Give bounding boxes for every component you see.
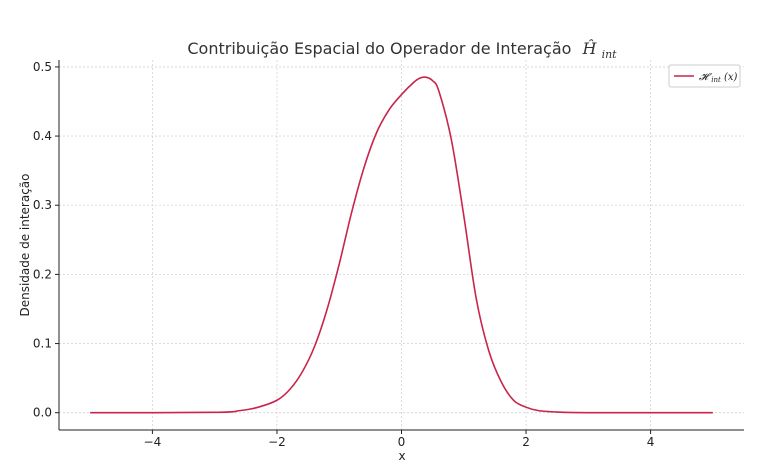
- legend-name-main: 𝓗: [699, 72, 712, 83]
- x-tick-label-3: 2: [522, 435, 530, 449]
- x-tick-label-0: −4: [144, 435, 162, 449]
- chart-title-text: Contribuição Espacial do Operador de Int…: [187, 39, 571, 58]
- x-axis-label: x: [398, 449, 405, 463]
- x-tick-label-1: −2: [268, 435, 286, 449]
- legend-name-sub: int: [711, 76, 721, 84]
- legend-name-tail: (x): [724, 72, 738, 83]
- x-tick-label-2: 0: [398, 435, 406, 449]
- legend: 𝓗 int (x): [669, 65, 740, 87]
- y-tick-label-4: 0.4: [33, 129, 52, 143]
- chart-title-symbol: Ĥ: [582, 38, 598, 58]
- x-tick-label-4: 4: [647, 435, 655, 449]
- y-axis-label: Densidade de interação: [18, 173, 32, 316]
- chart-title-symbol-sub: int: [602, 48, 618, 61]
- y-tick-label-5: 0.5: [33, 60, 52, 74]
- chart-title: Contribuição Espacial do Operador de Int…: [187, 38, 617, 61]
- y-tick-label-2: 0.2: [33, 267, 52, 281]
- y-tick-label-0: 0.0: [33, 406, 52, 420]
- y-tick-label-1: 0.1: [33, 337, 52, 351]
- y-tick-label-3: 0.3: [33, 198, 52, 212]
